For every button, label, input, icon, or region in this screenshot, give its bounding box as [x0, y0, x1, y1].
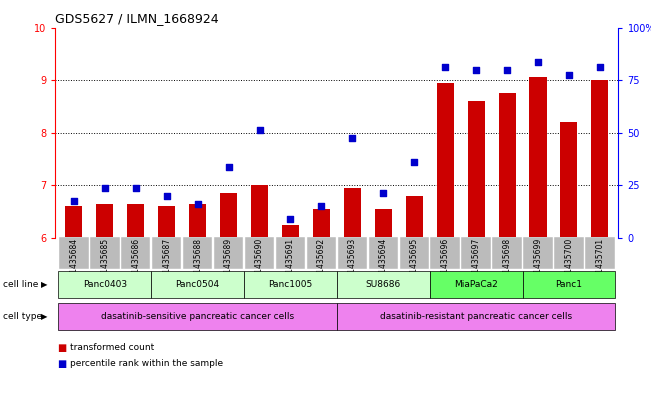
Text: GSM1435688: GSM1435688	[193, 238, 202, 289]
Text: SU8686: SU8686	[366, 280, 401, 289]
Text: cell line: cell line	[3, 281, 38, 289]
Bar	[189, 204, 206, 238]
Bar	[462, 237, 491, 269]
Bar	[96, 204, 113, 238]
Point	[255, 127, 265, 133]
Text: MiaPaCa2: MiaPaCa2	[454, 280, 498, 289]
Bar	[183, 237, 212, 269]
Text: GSM1435699: GSM1435699	[534, 238, 542, 289]
Bar	[338, 237, 367, 269]
Text: GSM1435686: GSM1435686	[132, 238, 140, 289]
Text: Panc0403: Panc0403	[83, 280, 127, 289]
Text: dasatinib-resistant pancreatic cancer cells: dasatinib-resistant pancreatic cancer ce…	[380, 312, 572, 321]
Text: GSM1435696: GSM1435696	[441, 238, 450, 289]
Point	[100, 185, 110, 191]
Text: ■: ■	[57, 358, 66, 369]
Bar	[121, 237, 150, 269]
Text: GSM1435685: GSM1435685	[100, 238, 109, 289]
Point	[564, 72, 574, 78]
Text: GDS5627 / ILMN_1668924: GDS5627 / ILMN_1668924	[55, 12, 219, 25]
Bar	[245, 237, 274, 269]
Point	[161, 193, 172, 199]
Bar	[523, 237, 553, 269]
Text: GSM1435695: GSM1435695	[409, 238, 419, 289]
Bar	[467, 101, 484, 238]
Bar	[59, 303, 337, 330]
Text: GSM1435684: GSM1435684	[70, 238, 78, 289]
Bar	[437, 83, 454, 238]
Bar	[337, 271, 430, 298]
Bar	[375, 209, 392, 238]
Bar	[591, 80, 609, 238]
Bar	[65, 206, 83, 238]
Bar	[344, 188, 361, 238]
Text: ▶: ▶	[41, 312, 48, 321]
Text: GSM1435691: GSM1435691	[286, 238, 295, 289]
Point	[471, 66, 481, 73]
Text: GSM1435687: GSM1435687	[162, 238, 171, 289]
Bar	[523, 271, 615, 298]
Bar	[337, 303, 615, 330]
Bar	[90, 237, 120, 269]
Bar	[585, 237, 615, 269]
Bar	[554, 237, 584, 269]
Point	[285, 216, 296, 222]
Text: GSM1435690: GSM1435690	[255, 238, 264, 289]
Text: GSM1435693: GSM1435693	[348, 238, 357, 289]
Point	[409, 158, 419, 165]
Text: Panc1005: Panc1005	[268, 280, 312, 289]
Bar	[244, 271, 337, 298]
Bar	[368, 237, 398, 269]
Bar	[499, 93, 516, 238]
Bar	[307, 237, 336, 269]
Point	[223, 163, 234, 170]
Point	[533, 59, 543, 65]
Point	[594, 64, 605, 70]
Point	[502, 66, 512, 73]
Point	[131, 185, 141, 191]
Bar	[529, 77, 546, 238]
Bar	[214, 237, 243, 269]
Bar	[220, 193, 237, 238]
Bar	[430, 271, 523, 298]
Bar	[151, 271, 244, 298]
Bar	[430, 237, 460, 269]
Text: ▶: ▶	[41, 281, 48, 289]
Text: transformed count: transformed count	[70, 343, 154, 352]
Text: GSM1435689: GSM1435689	[224, 238, 233, 289]
Text: GSM1435698: GSM1435698	[503, 238, 512, 289]
Bar	[128, 204, 145, 238]
Text: cell type: cell type	[3, 312, 42, 321]
Bar	[158, 206, 175, 238]
Bar	[313, 209, 330, 238]
Text: GSM1435700: GSM1435700	[564, 238, 574, 289]
Text: GSM1435697: GSM1435697	[471, 238, 480, 289]
Point	[347, 135, 357, 141]
Bar	[251, 185, 268, 238]
Text: percentile rank within the sample: percentile rank within the sample	[70, 359, 223, 368]
Text: ■: ■	[57, 343, 66, 353]
Bar	[492, 237, 521, 269]
Text: Panc1: Panc1	[555, 280, 583, 289]
Point	[193, 200, 203, 207]
Bar	[152, 237, 182, 269]
Text: GSM1435694: GSM1435694	[379, 238, 388, 289]
Text: Panc0504: Panc0504	[176, 280, 220, 289]
Text: dasatinib-sensitive pancreatic cancer cells: dasatinib-sensitive pancreatic cancer ce…	[101, 312, 294, 321]
Point	[378, 190, 389, 196]
Point	[316, 203, 327, 209]
Bar	[406, 196, 422, 238]
Bar	[59, 271, 151, 298]
Point	[69, 198, 79, 204]
Bar	[59, 237, 89, 269]
Text: GSM1435692: GSM1435692	[317, 238, 326, 289]
Bar	[282, 225, 299, 238]
Text: GSM1435701: GSM1435701	[596, 238, 604, 289]
Point	[440, 64, 450, 70]
Bar	[276, 237, 305, 269]
Bar	[400, 237, 429, 269]
Bar	[561, 122, 577, 238]
